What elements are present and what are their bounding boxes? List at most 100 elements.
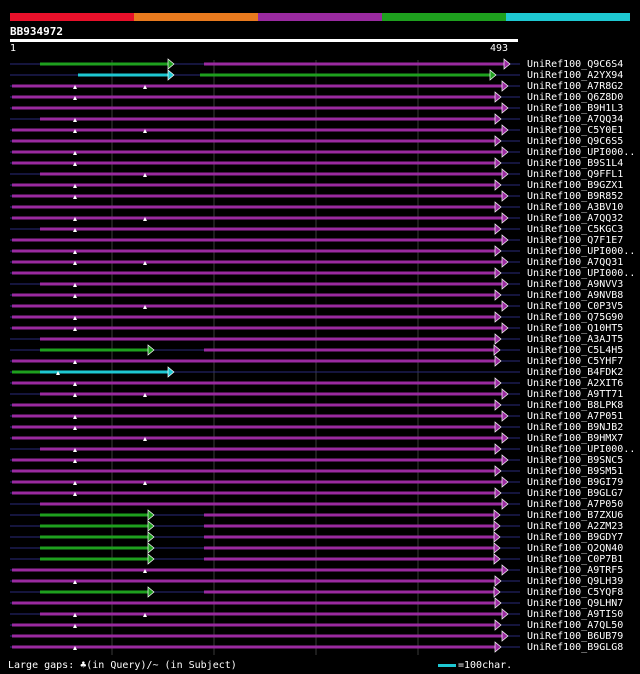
segment-end-arrow: [501, 212, 509, 224]
hit-label[interactable]: UniRef100_A3AJT5: [527, 334, 624, 345]
segment-end-arrow: [494, 333, 502, 345]
hit-label[interactable]: UniRef100_Q9FFL1: [527, 169, 624, 180]
segment-end-arrow: [494, 91, 502, 103]
hit-label[interactable]: UniRef100_A9TIS0: [527, 609, 624, 620]
segment-end-arrow: [493, 553, 501, 565]
hit-label[interactable]: UniRef100_C0P3V5: [527, 301, 624, 312]
hit-label[interactable]: UniRef100_C5YQF8: [527, 587, 624, 598]
segment-end-arrow: [494, 641, 502, 653]
hit-label[interactable]: UniRef100_B9HMX7: [527, 433, 624, 444]
hit-label[interactable]: UniRef100_Q7F1E7: [527, 235, 624, 246]
gap-marker: [56, 371, 60, 375]
gap-marker: [73, 294, 77, 298]
gap-marker: [73, 217, 77, 221]
scale-legend: =100char.: [438, 660, 512, 671]
hit-label[interactable]: UniRef100_A9TRF5: [527, 565, 624, 576]
segment-end-arrow: [494, 311, 502, 323]
hit-label[interactable]: UniRef100_B9NJB2: [527, 422, 624, 433]
hit-label[interactable]: UniRef100_Q9C6S5: [527, 136, 624, 147]
gap-marker: [73, 415, 77, 419]
hit-label[interactable]: UniRef100_UPI000..: [527, 246, 636, 257]
hit-label[interactable]: UniRef100_B9SNC5: [527, 455, 624, 466]
hit-label[interactable]: UniRef100_A9NVV3: [527, 279, 624, 290]
hit-label[interactable]: UniRef100_A7R8G2: [527, 81, 624, 92]
colorbar-segment: [382, 13, 506, 21]
colorbar-segment: [134, 13, 258, 21]
hit-label[interactable]: UniRef100_Q6Z8D0: [527, 92, 624, 103]
hit-label[interactable]: UniRef100_A2XIT6: [527, 378, 624, 389]
gap-marker: [73, 162, 77, 166]
gap-marker: [73, 118, 77, 122]
segment-end-arrow: [494, 399, 502, 411]
scale-start: 1: [10, 43, 17, 54]
gap-marker: [73, 580, 77, 584]
hit-label[interactable]: UniRef100_A2ZM23: [527, 521, 624, 532]
gap-marker: [73, 96, 77, 100]
hit-label[interactable]: UniRef100_Q10HT5: [527, 323, 624, 334]
segment-end-arrow: [167, 58, 175, 70]
segment-end-arrow: [501, 388, 509, 400]
hit-label[interactable]: UniRef100_B8LPK8: [527, 400, 624, 411]
hit-label[interactable]: UniRef100_A7P051: [527, 411, 624, 422]
gap-marker: [73, 85, 77, 89]
segment-end-arrow: [501, 630, 509, 642]
hit-label[interactable]: UniRef100_C5YHF7: [527, 356, 624, 367]
hit-label[interactable]: UniRef100_B9H1L3: [527, 103, 624, 114]
hit-label[interactable]: UniRef100_C5KGC3: [527, 224, 624, 235]
gap-marker: [73, 316, 77, 320]
hit-label[interactable]: UniRef100_B9S1L4: [527, 158, 624, 169]
colorbar-segment: [258, 13, 382, 21]
segment-end-arrow: [501, 234, 509, 246]
hit-label[interactable]: UniRef100_C5Y0E1: [527, 125, 624, 136]
gap-marker: [73, 426, 77, 430]
segment-end-arrow: [494, 443, 502, 455]
hit-label[interactable]: UniRef100_A7QQ31: [527, 257, 624, 268]
hit-label[interactable]: UniRef100_A7QQ32: [527, 213, 624, 224]
segment-end-arrow: [494, 575, 502, 587]
hit-label[interactable]: UniRef100_A9NVB8: [527, 290, 624, 301]
hit-label[interactable]: UniRef100_Q9LH39: [527, 576, 624, 587]
scale-legend-text: =100char.: [458, 660, 513, 671]
hit-label[interactable]: UniRef100_A7QQ34: [527, 114, 624, 125]
hit-label[interactable]: UniRef100_UPI000..: [527, 268, 636, 279]
hit-label[interactable]: UniRef100_Q9C6S4: [527, 59, 624, 70]
segment-end-arrow: [501, 278, 509, 290]
gap-marker: [73, 151, 77, 155]
segment-end-arrow: [494, 135, 502, 147]
hit-label[interactable]: UniRef100_B9GI79: [527, 477, 624, 488]
hit-label[interactable]: UniRef100_B9GLG7: [527, 488, 624, 499]
hit-label[interactable]: UniRef100_A2YX94: [527, 70, 624, 81]
gap-marker: [73, 360, 77, 364]
hit-label[interactable]: UniRef100_B9R852: [527, 191, 624, 202]
hit-label[interactable]: UniRef100_A7P050: [527, 499, 624, 510]
hit-label[interactable]: UniRef100_B6UB79: [527, 631, 624, 642]
hit-label[interactable]: UniRef100_A3BV10: [527, 202, 624, 213]
hit-label[interactable]: UniRef100_A9TT71: [527, 389, 624, 400]
segment-end-arrow: [494, 355, 502, 367]
hit-label[interactable]: UniRef100_Q9LHN7: [527, 598, 624, 609]
hit-label[interactable]: UniRef100_B9GDY7: [527, 532, 624, 543]
hit-label[interactable]: UniRef100_UPI000..: [527, 147, 636, 158]
gaps-legend: Large gaps: ♣(in Query)/~ (in Subject): [8, 660, 237, 671]
hit-label[interactable]: UniRef100_UPI000..: [527, 444, 636, 455]
segment-end-arrow: [494, 619, 502, 631]
hit-label[interactable]: UniRef100_Q2QN40: [527, 543, 624, 554]
segment-end-arrow: [494, 223, 502, 235]
hit-label[interactable]: UniRef100_C5L4H5: [527, 345, 624, 356]
hit-label[interactable]: UniRef100_B9GZX1: [527, 180, 624, 191]
hit-label[interactable]: UniRef100_Q75G90: [527, 312, 624, 323]
segment-end-arrow: [503, 58, 511, 70]
segment-end-arrow: [501, 608, 509, 620]
scale-end: 493: [490, 43, 509, 54]
hit-label[interactable]: UniRef100_B4FDK2: [527, 367, 624, 378]
gap-marker: [73, 228, 77, 232]
hit-label[interactable]: UniRef100_B9SM51: [527, 466, 624, 477]
segment-end-arrow: [493, 586, 501, 598]
hit-label[interactable]: UniRef100_C0P7B1: [527, 554, 624, 565]
hit-label[interactable]: UniRef100_B7ZXU6: [527, 510, 624, 521]
segment-end-arrow: [501, 80, 509, 92]
hit-label[interactable]: UniRef100_A7QL50: [527, 620, 624, 631]
hit-label[interactable]: UniRef100_B9GLG8: [527, 642, 624, 653]
colorbar-segment: [506, 13, 630, 21]
segment-end-arrow: [501, 124, 509, 136]
